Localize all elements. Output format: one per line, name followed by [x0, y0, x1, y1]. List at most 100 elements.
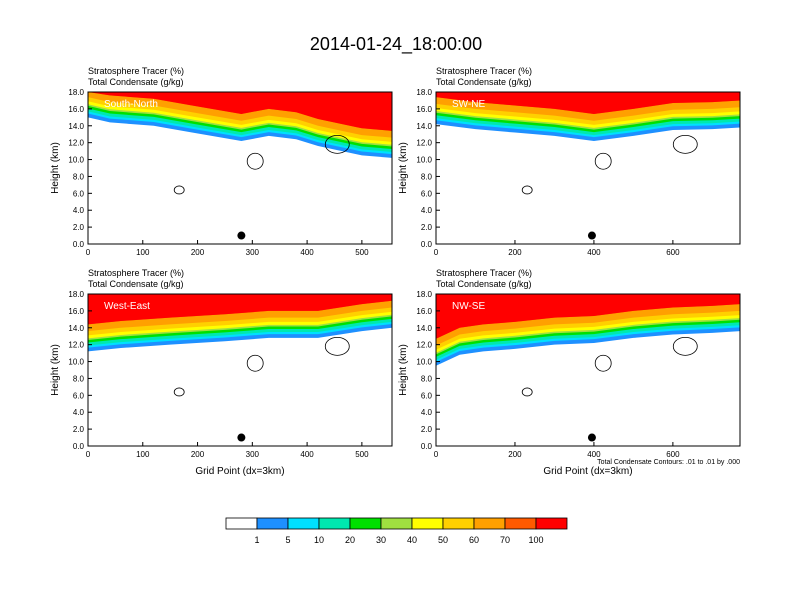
condensate-contours — [521, 134, 698, 195]
contour-c — [173, 387, 185, 397]
colorbar-cell — [287, 517, 320, 530]
ytick-label: 12.0 — [68, 139, 84, 148]
panel-label: West-East — [104, 301, 150, 312]
xtick-label: 400 — [587, 450, 601, 459]
ylabel: Height (km) — [50, 344, 61, 396]
colorbar-label: 60 — [469, 535, 479, 545]
ytick-label: 10.0 — [416, 156, 432, 165]
location-marker — [237, 433, 246, 442]
colorbar-label: 70 — [500, 535, 510, 545]
ytick-label: 12.0 — [416, 341, 432, 350]
ytick-label: 8.0 — [73, 172, 85, 181]
colorbar-label: 30 — [376, 535, 386, 545]
ytick-label: 6.0 — [421, 189, 433, 198]
panel-1: 0.0 2.0 4.0 6.0 8.0 10.0 12.0 14.0 16.0 18.0 0 200 4… — [398, 66, 741, 257]
tracer-band-top — [88, 92, 392, 131]
ytick-label: 8.0 — [421, 172, 433, 181]
colorbar-cell — [473, 517, 506, 530]
ytick-label: 4.0 — [421, 408, 433, 417]
contour-a — [594, 152, 612, 170]
ytick-label: 6.0 — [73, 189, 85, 198]
tracer-field — [436, 294, 740, 366]
ytick-label: 16.0 — [416, 307, 432, 316]
ytick-label: 10.0 — [68, 358, 84, 367]
ytick-label: 14.0 — [68, 122, 84, 131]
subtitle-tracer: Stratosphere Tracer (%) — [436, 268, 532, 278]
subtitle-condensate: Total Condensate (g/kg) — [88, 77, 184, 87]
subtitle-tracer: Stratosphere Tracer (%) — [88, 268, 184, 278]
ytick-label: 2.0 — [73, 223, 85, 232]
subtitle-tracer: Stratosphere Tracer (%) — [436, 66, 532, 76]
xtick-label: 400 — [587, 248, 601, 257]
colorbar: 1 5 10 20 30 40 50 60 70 100 — [225, 517, 568, 545]
ytick-label: 6.0 — [73, 391, 85, 400]
contour-a — [246, 354, 264, 372]
xtick-label: 100 — [136, 248, 150, 257]
xtick-label: 300 — [246, 248, 260, 257]
panel-label: NW-SE — [452, 301, 485, 312]
contour-b — [672, 134, 698, 154]
xtick-label: 200 — [191, 248, 205, 257]
ytick-label: 8.0 — [421, 374, 433, 383]
xtick-label: 200 — [191, 450, 205, 459]
panel-label: South-North — [104, 99, 158, 110]
colorbar-label: 5 — [285, 535, 290, 545]
ytick-label: 10.0 — [68, 156, 84, 165]
xtick-label: 0 — [434, 450, 439, 459]
ytick-label: 18.0 — [68, 290, 84, 299]
contour-c — [521, 185, 533, 195]
xtick-label: 0 — [86, 450, 91, 459]
tracer-band-top — [436, 92, 740, 114]
contour-a — [594, 354, 612, 372]
colorbar-cell — [535, 517, 568, 530]
colorbar-label: 20 — [345, 535, 355, 545]
subtitle-condensate: Total Condensate (g/kg) — [88, 279, 184, 289]
xtick-label: 0 — [434, 248, 439, 257]
subtitle-condensate: Total Condensate (g/kg) — [436, 77, 532, 87]
contour-note: Total Condensate Contours: .01 to .01 by… — [597, 459, 740, 466]
ytick-label: 2.0 — [421, 425, 433, 434]
xtick-label: 100 — [136, 450, 150, 459]
location-marker — [587, 231, 596, 240]
colorbar-label: 1 — [254, 535, 259, 545]
condensate-contours — [521, 336, 698, 397]
colorbar-cell — [318, 517, 351, 530]
panel-2: 0.0 2.0 4.0 6.0 8.0 10.0 12.0 14.0 16.0 18.0 0 100 2… — [50, 268, 393, 477]
ytick-label: 4.0 — [73, 206, 85, 215]
ytick-label: 10.0 — [416, 358, 432, 367]
colorbar-label: 10 — [314, 535, 324, 545]
subtitle-condensate: Total Condensate (g/kg) — [436, 279, 532, 289]
condensate-contours — [173, 134, 350, 195]
ytick-label: 2.0 — [73, 425, 85, 434]
ylabel: Height (km) — [50, 142, 61, 194]
ytick-label: 8.0 — [73, 374, 85, 383]
ytick-label: 0.0 — [73, 442, 85, 451]
xtick-label: 200 — [508, 248, 522, 257]
ytick-label: 12.0 — [416, 139, 432, 148]
subtitle-tracer: Stratosphere Tracer (%) — [88, 66, 184, 76]
xlabel: Grid Point (dx=3km) — [543, 466, 632, 477]
colorbar-cell — [504, 517, 537, 530]
ytick-label: 4.0 — [421, 206, 433, 215]
ytick-label: 14.0 — [416, 324, 432, 333]
colorbar-cell — [349, 517, 382, 530]
colorbar-cell — [411, 517, 444, 530]
plot-frame — [87, 293, 393, 447]
tracer-band-top — [436, 294, 740, 339]
ytick-label: 0.0 — [421, 240, 433, 249]
xtick-label: 400 — [300, 248, 314, 257]
tracer-field — [436, 92, 740, 141]
tracer-field — [88, 92, 392, 158]
location-marker — [587, 433, 596, 442]
ytick-label: 16.0 — [68, 105, 84, 114]
xtick-label: 600 — [666, 450, 680, 459]
xlabel: Grid Point (dx=3km) — [195, 466, 284, 477]
figure-title: 2014-01-24_18:00:00 — [310, 34, 482, 55]
ytick-label: 18.0 — [416, 88, 432, 97]
colorbar-cell — [225, 517, 258, 530]
colorbar-cell — [442, 517, 475, 530]
panel-3: 0.0 2.0 4.0 6.0 8.0 10.0 12.0 14.0 16.0 18.0 0 200 4… — [398, 268, 741, 477]
ytick-label: 18.0 — [416, 290, 432, 299]
xtick-label: 0 — [86, 248, 91, 257]
